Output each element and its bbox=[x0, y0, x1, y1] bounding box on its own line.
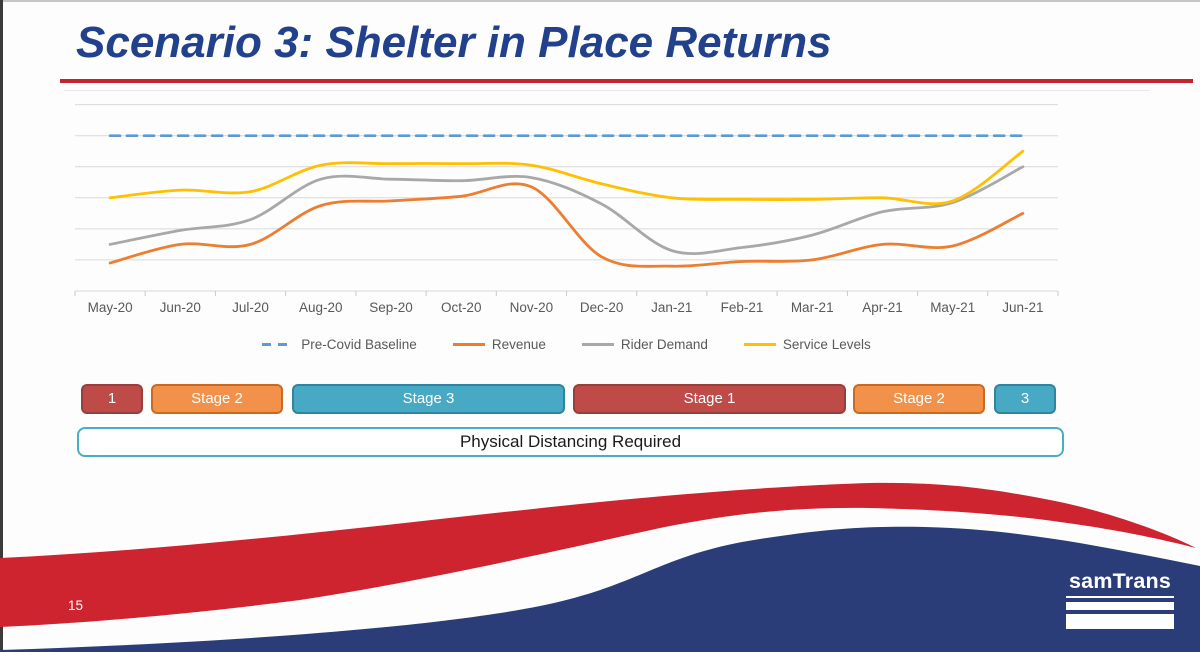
page-number: 15 bbox=[68, 598, 84, 613]
legend-swatch-revenue bbox=[452, 343, 485, 346]
samtrans-logo-bar bbox=[1066, 614, 1174, 629]
legend-item-service-levels: Service Levels bbox=[743, 337, 871, 352]
legend-label: Service Levels bbox=[782, 337, 871, 352]
samtrans-logo: samTrans bbox=[1066, 569, 1174, 629]
physical-distancing-label: Physical Distancing Required bbox=[459, 432, 682, 451]
stage-bar-4: Stage 1 bbox=[573, 384, 846, 414]
samtrans-logo-text: samTrans bbox=[1066, 569, 1174, 598]
stage-bar-2: Stage 2 bbox=[151, 384, 283, 414]
slide-top-border bbox=[3, 0, 1200, 2]
x-axis-label: Feb-21 bbox=[721, 300, 764, 315]
legend-swatch-pre-covid-baseline bbox=[262, 343, 295, 346]
chart-legend: Pre-Covid Baseline Revenue Rider Demand Ser… bbox=[75, 337, 1058, 352]
stage-bar-6: 3 bbox=[994, 384, 1056, 414]
x-axis-label: May-21 bbox=[930, 300, 975, 315]
swoosh-navy-wave bbox=[0, 526, 1200, 652]
legend-item-rider-demand: Rider Demand bbox=[581, 337, 708, 352]
x-axis-label: May-20 bbox=[88, 300, 133, 315]
legend-label: Rider Demand bbox=[620, 337, 708, 352]
x-axis-label: Mar-21 bbox=[791, 300, 834, 315]
stage-bar-3: Stage 3 bbox=[292, 384, 565, 414]
x-axis-label: Apr-21 bbox=[862, 300, 903, 315]
line-chart: May-20 Jun-20 Jul-20 Aug-20 Sep-20 Oct-20 Nov-… bbox=[64, 90, 1150, 315]
x-axis-label: Jun-21 bbox=[1002, 300, 1043, 315]
x-axis-label: Jun-20 bbox=[160, 300, 201, 315]
legend-swatch-service-levels bbox=[743, 343, 776, 346]
series-service-levels bbox=[108, 149, 1025, 206]
stage-bar-5: Stage 2 bbox=[853, 384, 985, 414]
x-axis-label: Nov-20 bbox=[510, 300, 554, 315]
x-axis-label: Jul-20 bbox=[232, 300, 269, 315]
legend-item-pre-covid-baseline: Pre-Covid Baseline bbox=[262, 337, 417, 352]
x-axis-label: Oct-20 bbox=[441, 300, 482, 315]
stage-bar-1: 1 bbox=[81, 384, 143, 414]
legend-item-revenue: Revenue bbox=[452, 337, 546, 352]
x-axis-label: Dec-20 bbox=[580, 300, 624, 315]
slide-left-border bbox=[0, 0, 3, 652]
swoosh-red-band bbox=[0, 482, 1196, 627]
series-rider-demand bbox=[108, 165, 1025, 256]
title-underline-rule bbox=[60, 79, 1193, 83]
x-axis-label: Sep-20 bbox=[369, 300, 413, 315]
x-axis-label: Jan-21 bbox=[651, 300, 692, 315]
legend-swatch-rider-demand bbox=[581, 343, 614, 346]
legend-label: Revenue bbox=[491, 337, 546, 352]
slide-title: Scenario 3: Shelter in Place Returns bbox=[76, 18, 832, 67]
physical-distancing-banner: Physical Distancing Required bbox=[77, 427, 1064, 457]
legend-label: Pre-Covid Baseline bbox=[301, 337, 417, 352]
series-revenue bbox=[108, 182, 1025, 268]
x-axis-label: Aug-20 bbox=[299, 300, 343, 315]
footer-swoosh-graphic bbox=[0, 482, 1200, 652]
samtrans-logo-bar bbox=[1066, 602, 1174, 610]
